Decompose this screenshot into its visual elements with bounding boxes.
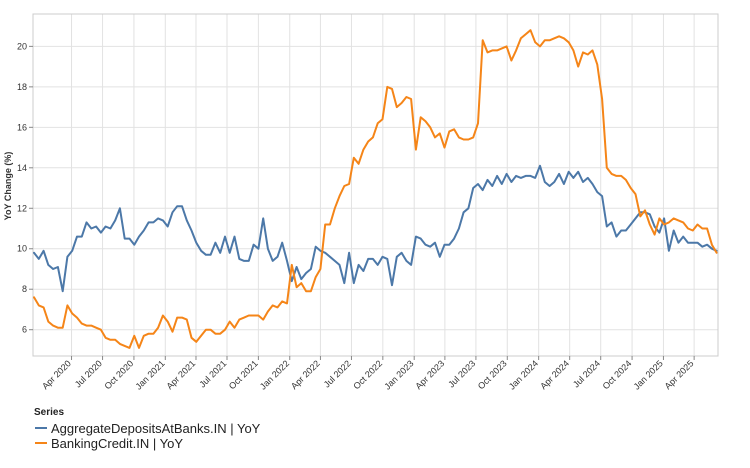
y-axis-ticks: 6 8 10 12 14 16 18 20 [17, 41, 33, 335]
legend-title: Series [34, 407, 64, 418]
series-line-deposits [33, 164, 718, 293]
y-tick-label: 18 [17, 82, 27, 92]
y-tick-label: 14 [17, 163, 27, 173]
legend-label-deposits: AggregateDepositsAtBanks.IN | YoY [51, 421, 261, 436]
y-tick-label: 8 [22, 284, 27, 294]
series-lines [33, 29, 718, 349]
y-tick-label: 20 [17, 41, 27, 51]
legend-label-credit: BankingCredit.IN | YoY [51, 436, 183, 451]
legend: Series AggregateDepositsAtBanks.IN | YoY… [34, 407, 261, 451]
gridlines [33, 14, 718, 356]
y-tick-label: 10 [17, 244, 27, 254]
series-line-credit [33, 29, 718, 349]
plot-frame [32, 13, 719, 357]
y-axis-title: YoY Change (%) [3, 152, 13, 221]
y-tick-label: 12 [17, 203, 27, 213]
plot-border [32, 13, 719, 357]
y-tick-label: 16 [17, 122, 27, 132]
y-tick-label: 6 [22, 325, 27, 335]
